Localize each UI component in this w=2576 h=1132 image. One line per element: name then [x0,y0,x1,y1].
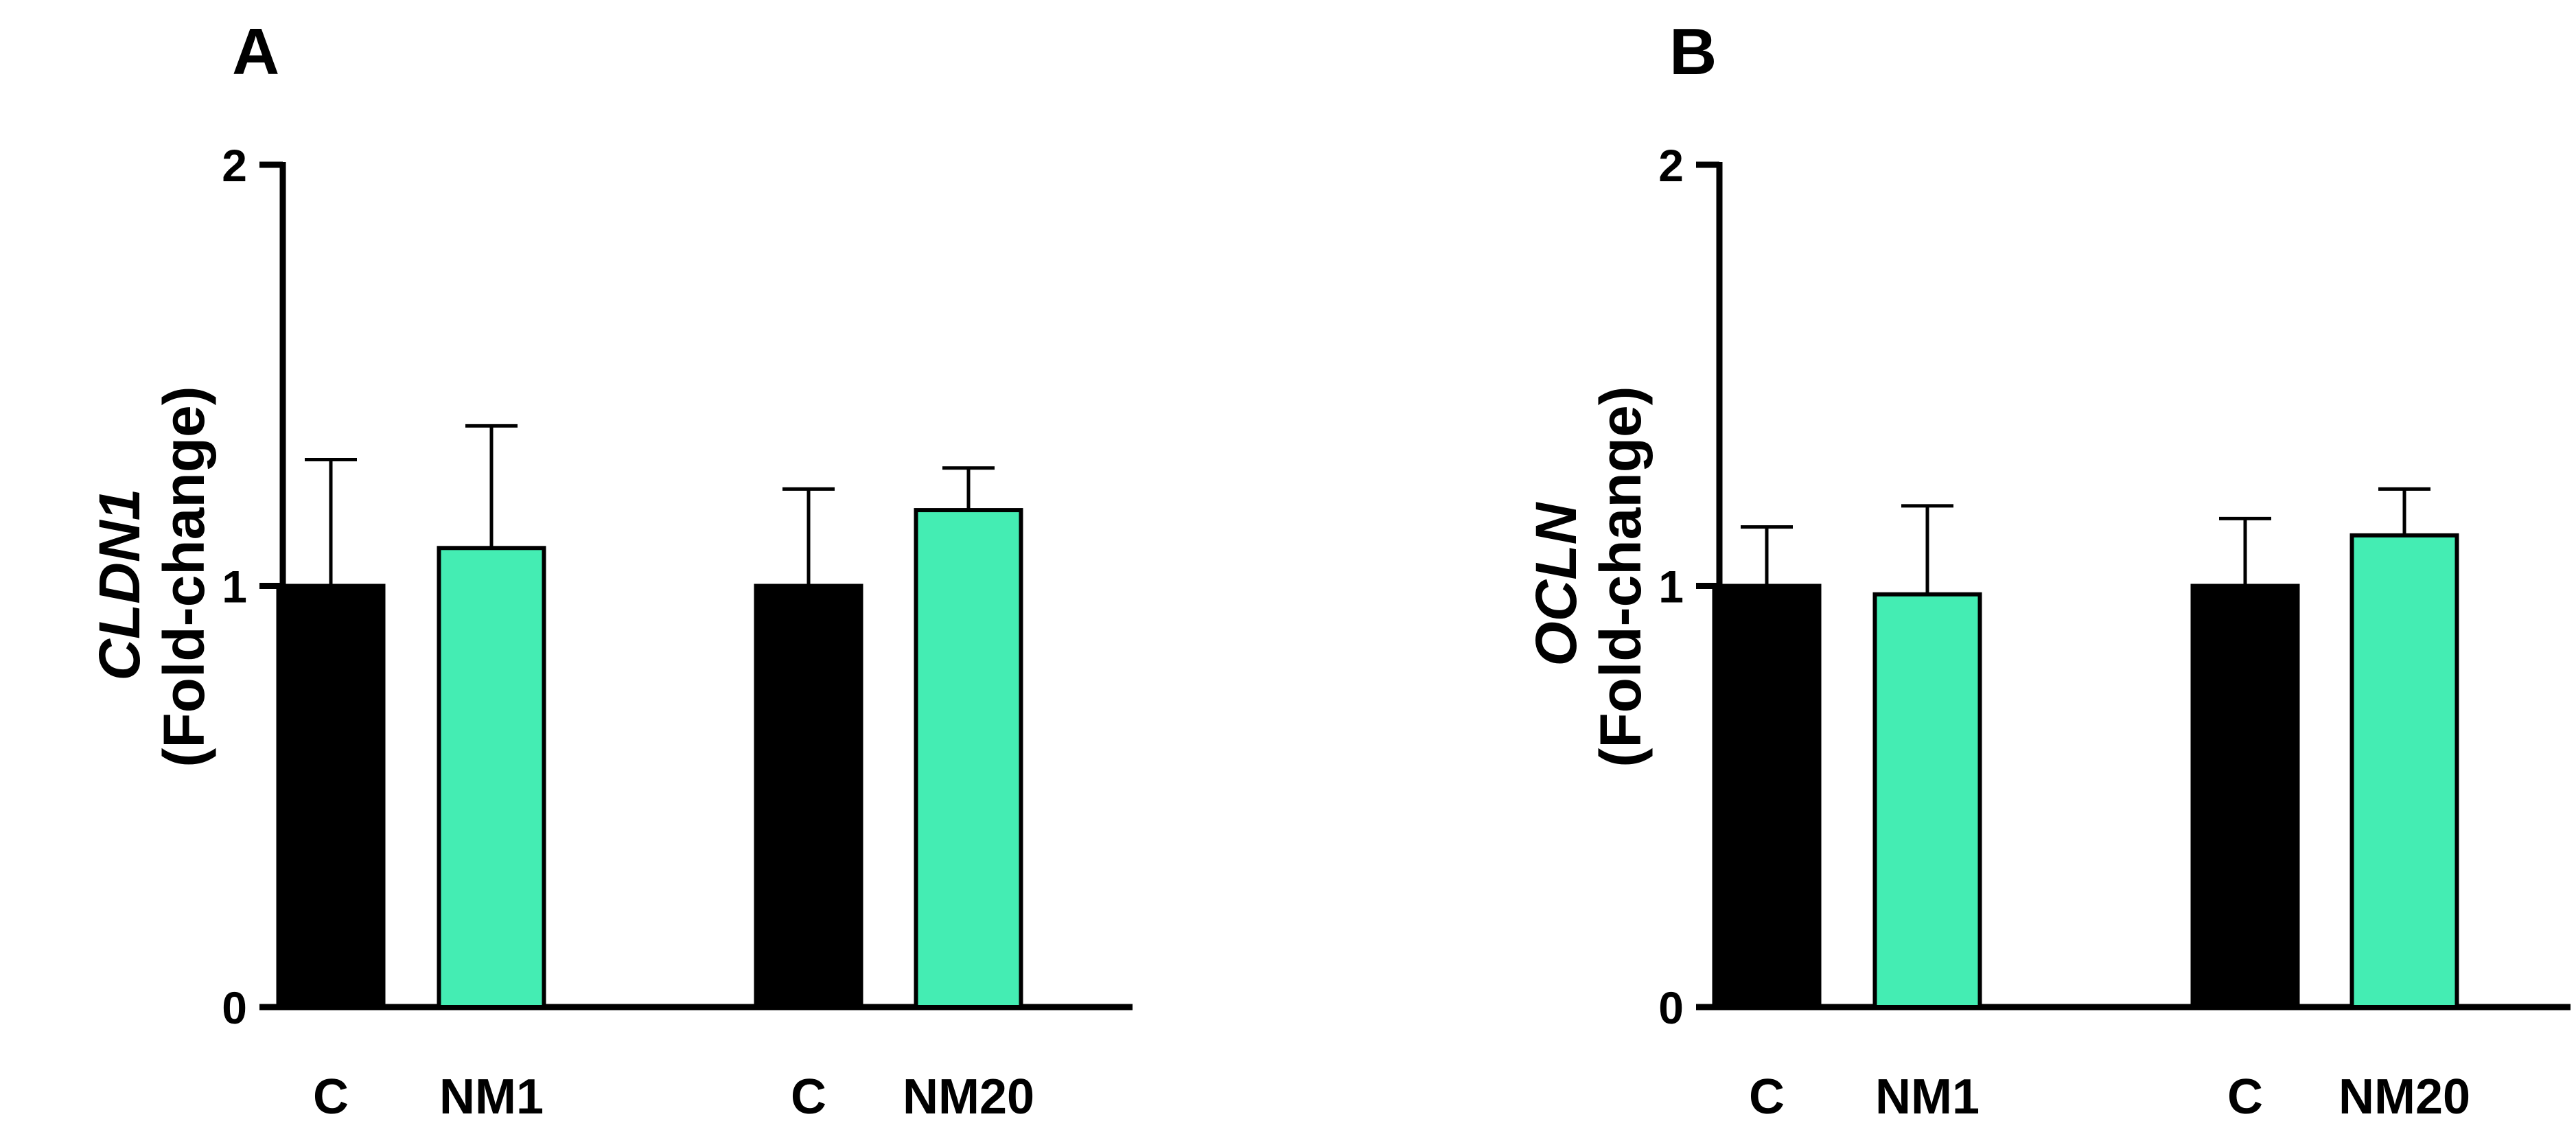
panel-label: A [232,15,279,89]
panel-a: A CLDN1 (Fold-change) 0 1 2 C NM1 C NM20 [87,15,1133,1124]
y-axis-unit: (Fold-change) [152,386,216,767]
x-tick-label: NM20 [903,1070,1034,1124]
x-tick-label: NM1 [1875,1070,1980,1124]
y-ticks: 0 1 2 [222,140,283,1033]
bar [754,584,863,1009]
y-tick-label: 0 [1658,982,1684,1033]
x-tick-label: NM1 [439,1070,544,1124]
x-tick-labels: C NM1 C NM20 [1749,1070,2470,1124]
y-axis-gene: OCLN [1524,501,1588,666]
bar [2190,584,2300,1009]
panel-b: B OCLN (Fold-change) 0 1 2 C NM1 C NM20 [1524,15,2571,1124]
x-tick-label: C [1749,1070,1785,1124]
y-tick-label: 1 [222,562,247,612]
bar [1872,592,1982,1009]
x-tick-label: C [313,1070,349,1124]
y-axis-title: OCLN (Fold-change) [1524,386,1653,767]
bars [276,424,1023,1009]
bar [276,584,386,1009]
x-tick-label: NM20 [2339,1070,2470,1124]
y-axis-unit: (Fold-change) [1588,386,1653,767]
y-tick-label: 0 [222,982,247,1033]
bar [2349,533,2459,1009]
y-ticks: 0 1 2 [1658,140,1719,1033]
bar [914,508,1023,1009]
y-tick-label: 2 [1658,140,1684,191]
y-tick-label: 2 [222,140,247,191]
y-axis-gene: CLDN1 [87,489,152,681]
x-tick-label: C [791,1070,826,1124]
bar [1712,584,1822,1009]
x-tick-labels: C NM1 C NM20 [313,1070,1034,1124]
y-tick-label: 1 [1658,562,1684,612]
panel-label: B [1669,15,1717,89]
y-axis-title: CLDN1 (Fold-change) [87,386,216,767]
bars [1712,487,2459,1009]
x-tick-label: C [2227,1070,2263,1124]
bar [437,546,546,1009]
